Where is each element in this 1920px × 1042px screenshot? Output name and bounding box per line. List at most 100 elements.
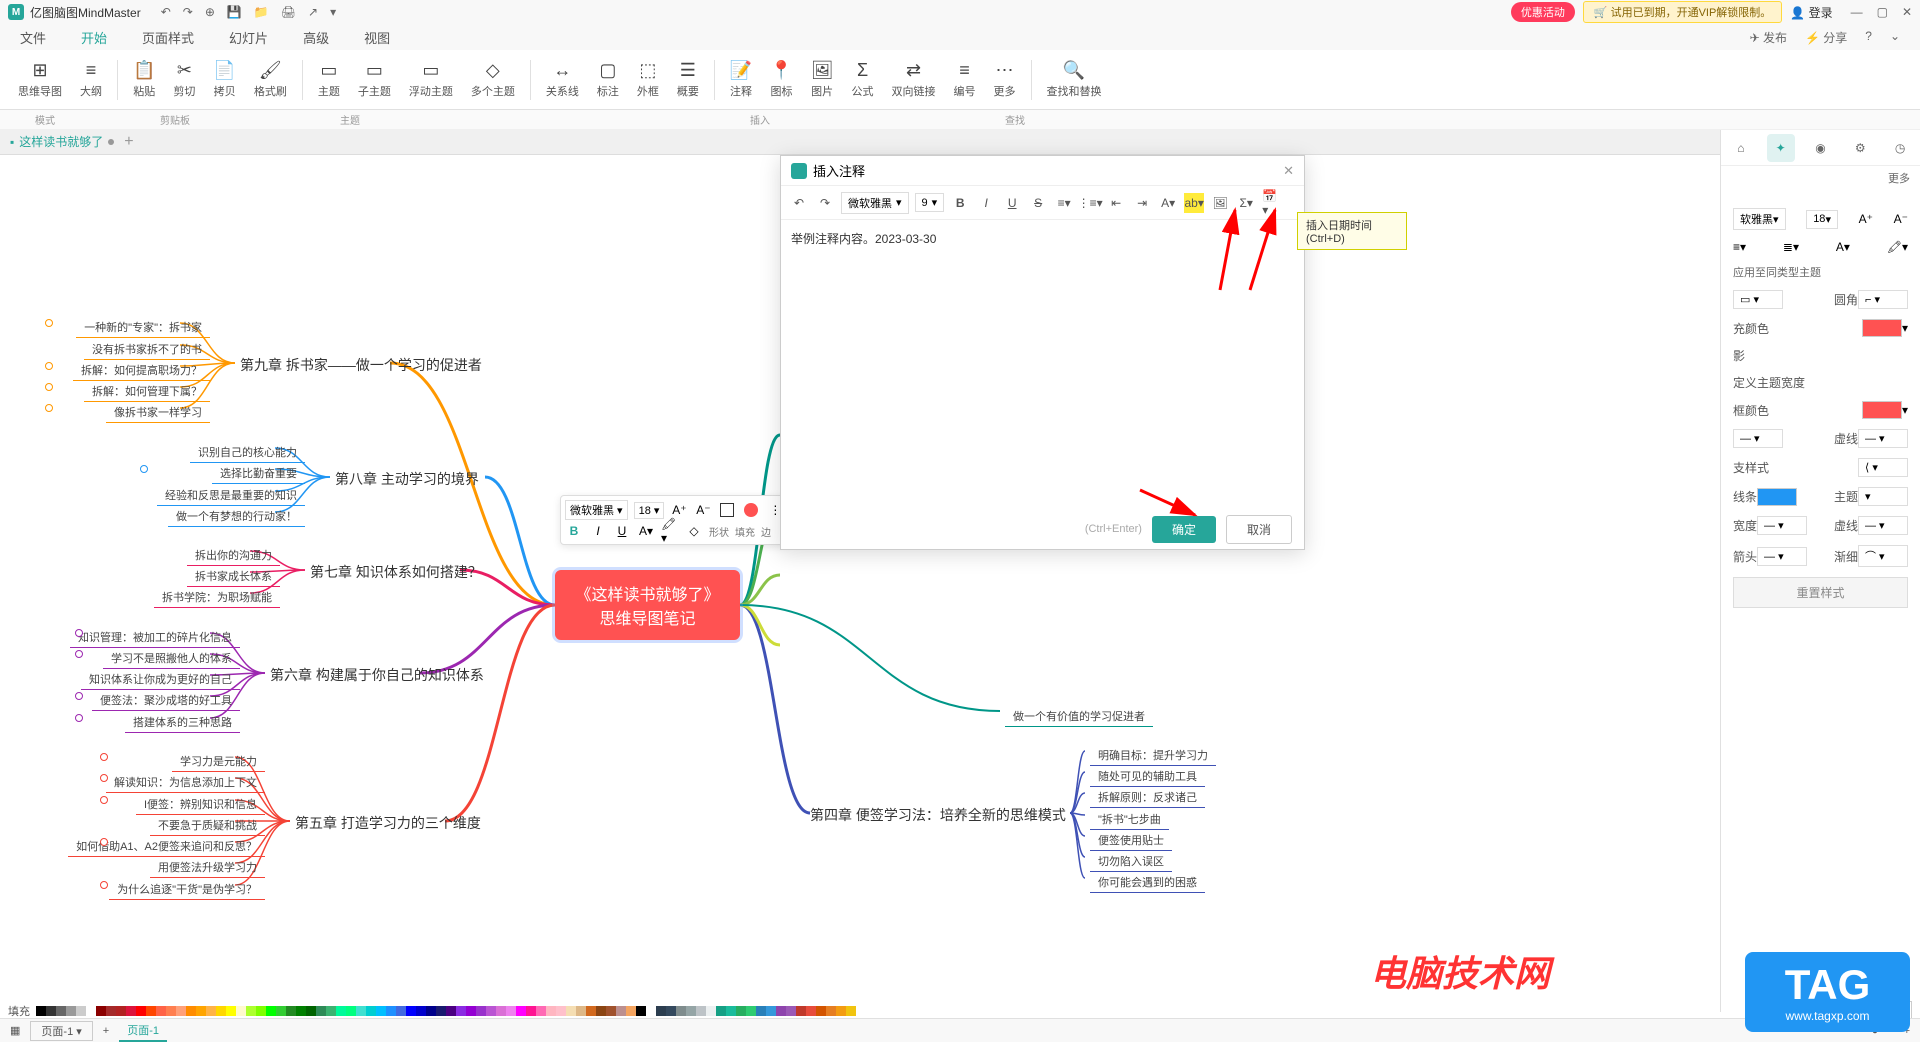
leaf-node[interactable]: 识别自己的核心能力: [190, 442, 305, 463]
prop-select[interactable]: — ▾: [1733, 429, 1783, 448]
leaf-node[interactable]: 切勿陷入误区: [1090, 851, 1172, 872]
page-list-icon[interactable]: ▦: [10, 1024, 20, 1037]
float-font-color[interactable]: A▾: [637, 522, 655, 540]
color-swatch[interactable]: [226, 1006, 236, 1016]
panel-tab-style[interactable]: ✦: [1767, 134, 1795, 162]
color-swatch[interactable]: [756, 1006, 766, 1016]
color-swatch[interactable]: [776, 1006, 786, 1016]
color-swatch[interactable]: [726, 1006, 736, 1016]
leaf-node[interactable]: 解读知识：为信息添加上下文: [106, 772, 265, 793]
node-collapse-dot[interactable]: [75, 714, 83, 722]
ribbon-双向链接[interactable]: ⇄双向链接: [884, 55, 944, 105]
menu-start[interactable]: 开始: [81, 28, 107, 47]
dlg-align[interactable]: ≡▾: [1054, 193, 1074, 213]
color-swatch[interactable]: [666, 1006, 676, 1016]
leaf-node[interactable]: 学习力是元能力: [172, 751, 265, 772]
panel-more[interactable]: 更多: [1721, 166, 1920, 190]
login-button[interactable]: 👤 登录: [1790, 4, 1832, 21]
float-size-select[interactable]: 18 ▾: [634, 502, 665, 519]
dlg-image-icon[interactable]: 🖼: [1210, 193, 1230, 213]
color-swatch[interactable]: [316, 1006, 326, 1016]
panel-align[interactable]: ≡▾: [1733, 240, 1746, 254]
chapter-title[interactable]: 第八章 主动学习的境界: [335, 469, 479, 489]
leaf-node[interactable]: 用便签法升级学习力: [150, 857, 265, 878]
dlg-undo-icon[interactable]: ↶: [789, 193, 809, 213]
panel-size-down[interactable]: A⁻: [1894, 212, 1908, 226]
color-swatch[interactable]: [96, 1006, 106, 1016]
node-collapse-dot[interactable]: [45, 404, 53, 412]
leaf-node[interactable]: I便签：辨别知识和信息: [136, 794, 265, 815]
leaf-node[interactable]: 拆解：如何提高职场力？: [73, 360, 210, 381]
dlg-bold[interactable]: B: [950, 193, 970, 213]
color-swatch[interactable]: [386, 1006, 396, 1016]
color-swatch[interactable]: [336, 1006, 346, 1016]
panel-font-color[interactable]: A▾: [1836, 240, 1850, 254]
leaf-node[interactable]: 学习不是照搬他人的体系: [103, 648, 240, 669]
panel-apply-same[interactable]: 应用至同类型主题: [1733, 264, 1908, 280]
leaf-node[interactable]: 便签法：聚沙成塔的好工具: [92, 690, 240, 711]
color-swatch[interactable]: [196, 1006, 206, 1016]
menu-more-icon[interactable]: ⌄: [1890, 29, 1900, 46]
panel-tab-history[interactable]: ◷: [1886, 134, 1914, 162]
dlg-font-select[interactable]: 微软雅黑 ▾: [841, 192, 909, 214]
dlg-underline[interactable]: U: [1002, 193, 1022, 213]
node-collapse-dot[interactable]: [75, 629, 83, 637]
color-swatch[interactable]: [416, 1006, 426, 1016]
color-swatch[interactable]: [796, 1006, 806, 1016]
dlg-italic[interactable]: I: [976, 193, 996, 213]
float-clear[interactable]: ◇: [685, 522, 703, 540]
node-collapse-dot[interactable]: [45, 319, 53, 327]
prop-select[interactable]: ⌐ ▾: [1858, 290, 1908, 309]
leaf-node[interactable]: 拆解原则：反求诸己: [1090, 787, 1205, 808]
leaf-node[interactable]: "拆书"七步曲: [1090, 809, 1169, 830]
color-swatch[interactable]: [576, 1006, 586, 1016]
ribbon-浮动主题[interactable]: ▭浮动主题: [401, 55, 461, 105]
leaf-node[interactable]: 拆出你的沟通力: [187, 545, 280, 566]
color-swatch[interactable]: [436, 1006, 446, 1016]
color-swatch[interactable]: [1862, 319, 1902, 337]
leaf-node[interactable]: 明确目标：提升学习力: [1090, 745, 1216, 766]
color-swatch[interactable]: [86, 1006, 96, 1016]
node-collapse-dot[interactable]: [45, 362, 53, 370]
leaf-node[interactable]: 你可能会遇到的困惑: [1090, 872, 1205, 893]
color-swatch[interactable]: [56, 1006, 66, 1016]
ribbon-主题[interactable]: ▭主题: [310, 55, 348, 105]
node-collapse-dot[interactable]: [100, 838, 108, 846]
color-swatch[interactable]: [566, 1006, 576, 1016]
color-swatch[interactable]: [426, 1006, 436, 1016]
color-swatch[interactable]: [606, 1006, 616, 1016]
print-icon[interactable]: 🖨: [281, 5, 296, 19]
dlg-highlight[interactable]: ab▾: [1184, 193, 1204, 213]
ribbon-多个主题[interactable]: ◇多个主题: [463, 55, 523, 105]
prop-select[interactable]: ▾: [1858, 487, 1908, 506]
ribbon-编号[interactable]: ≡编号: [946, 55, 984, 105]
color-swatch[interactable]: [256, 1006, 266, 1016]
leaf-node[interactable]: 知识管理：被加工的碎片化信息: [70, 627, 240, 648]
minimize-icon[interactable]: —: [1851, 5, 1863, 19]
color-swatch[interactable]: [456, 1006, 466, 1016]
panel-tab-icon[interactable]: ◉: [1806, 134, 1834, 162]
float-bold[interactable]: B: [565, 522, 583, 540]
leaf-node[interactable]: 选择比勤奋重要: [212, 463, 305, 484]
ribbon-概要[interactable]: ☰概要: [669, 55, 707, 105]
open-icon[interactable]: 📁: [254, 5, 269, 19]
chapter-title[interactable]: 第四章 便签学习法：培养全新的思维模式: [810, 805, 1066, 825]
dlg-list[interactable]: ⋮≡▾: [1080, 193, 1100, 213]
color-swatch[interactable]: [786, 1006, 796, 1016]
color-swatch[interactable]: [616, 1006, 626, 1016]
panel-tab-page[interactable]: ⌂: [1727, 134, 1755, 162]
color-swatch[interactable]: [846, 1006, 856, 1016]
dialog-close-icon[interactable]: ✕: [1283, 163, 1294, 179]
color-swatch[interactable]: [346, 1006, 356, 1016]
panel-font-select[interactable]: 软雅黑 ▾: [1733, 208, 1786, 230]
menu-page-style[interactable]: 页面样式: [142, 28, 194, 47]
prop-select[interactable]: — ▾: [1858, 429, 1908, 448]
color-swatch[interactable]: [636, 1006, 646, 1016]
leaf-node[interactable]: 拆解：如何管理下属？: [84, 381, 210, 402]
color-swatch[interactable]: [766, 1006, 776, 1016]
leaf-node[interactable]: 没有拆书家拆不了的书: [84, 339, 210, 360]
trial-badge[interactable]: 🛒 试用已到期，开通VIP解锁限制。: [1583, 1, 1782, 23]
float-size-down[interactable]: A⁻: [694, 501, 712, 519]
menu-advanced[interactable]: 高级: [303, 28, 329, 47]
float-underline[interactable]: U: [613, 522, 631, 540]
